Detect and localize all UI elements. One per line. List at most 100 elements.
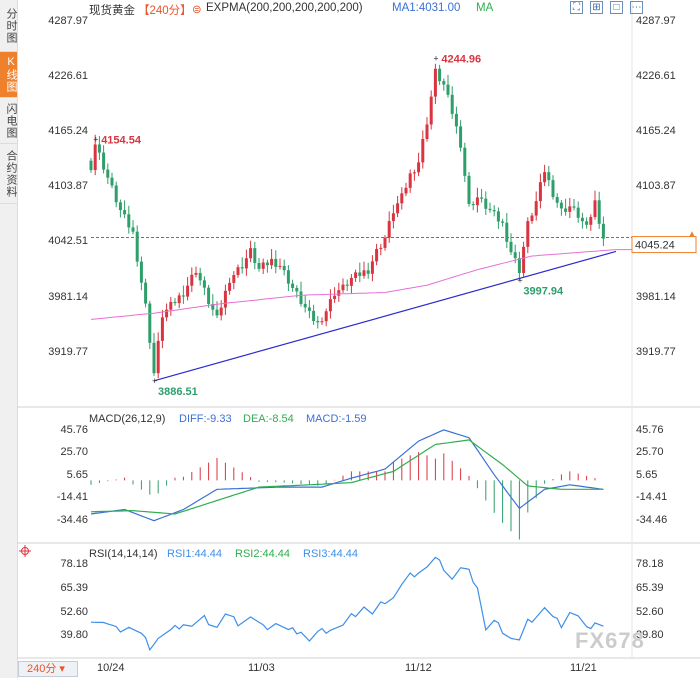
x-axis-label: 11/21	[570, 662, 597, 674]
macd-y-tick-left: 5.65	[67, 469, 88, 481]
x-axis-label: 10/24	[97, 662, 125, 674]
candle	[223, 290, 227, 308]
price-y-tick-left: 4287.97	[48, 15, 88, 27]
tab-kline-chart[interactable]: K线图	[0, 52, 17, 98]
extreme-marker-icon: +	[517, 276, 522, 286]
candle	[484, 198, 488, 209]
watermark-logo: FX678	[575, 628, 645, 653]
price-y-tick-left: 3981.14	[48, 291, 88, 303]
crosshair-icon[interactable]	[19, 545, 31, 557]
candle	[387, 221, 391, 238]
price-y-tick-right: 4226.61	[636, 70, 676, 82]
rsi-y-tick-right: 52.60	[636, 606, 664, 618]
tab-contract-info[interactable]: 合约资料	[0, 144, 17, 204]
macd-y-tick-left: 45.76	[60, 424, 88, 436]
candle	[362, 270, 366, 276]
price-annotation: 4244.96	[441, 54, 481, 66]
tab-flash-chart[interactable]: 闪电图	[0, 98, 17, 144]
candle	[601, 223, 605, 239]
macd-y-tick-left: -34.46	[57, 514, 88, 526]
candle	[139, 261, 143, 283]
candle	[530, 215, 534, 222]
expand-icon[interactable]: ⛶	[570, 1, 583, 14]
extreme-marker-icon: +	[93, 135, 98, 145]
candle	[211, 303, 215, 310]
price-y-tick-left: 4165.24	[48, 125, 88, 137]
candle	[236, 267, 240, 276]
tab-minute-chart[interactable]: 分时图	[0, 0, 17, 52]
candle	[349, 277, 353, 286]
grid-icon[interactable]: ⊞	[590, 1, 603, 14]
candle	[190, 274, 194, 286]
candle	[509, 241, 513, 253]
candle	[564, 208, 568, 212]
candle	[249, 248, 253, 259]
macd-title: MACD(26,12,9)	[89, 413, 165, 425]
macd-value-label: MACD:-1.59	[306, 413, 367, 425]
candle	[404, 187, 408, 194]
price-y-tick-left: 3919.77	[48, 346, 88, 358]
rsi-y-tick-right: 39.80	[636, 629, 664, 641]
candle	[366, 270, 370, 274]
candle	[480, 197, 484, 199]
candle	[265, 262, 269, 266]
period-button[interactable]: 240分 ▾	[18, 661, 78, 677]
macd-y-tick-left: 25.70	[60, 446, 88, 458]
candle	[106, 169, 110, 178]
candle	[450, 94, 454, 114]
candle	[148, 303, 152, 343]
candle	[429, 96, 433, 125]
rsi-y-tick-left: 39.80	[60, 629, 88, 641]
rsi-y-tick-left: 65.39	[60, 582, 88, 594]
extreme-marker-icon: +	[433, 54, 438, 64]
candle	[547, 172, 551, 181]
macd-y-tick-right: 25.70	[636, 446, 664, 458]
rsi-y-tick-left: 78.18	[60, 558, 88, 570]
candle	[97, 144, 101, 153]
candle	[194, 272, 198, 275]
candle	[240, 267, 244, 269]
candle	[585, 221, 589, 225]
candle	[173, 301, 177, 304]
candle	[93, 144, 97, 171]
price-y-tick-right: 3981.14	[636, 291, 676, 303]
candle	[181, 295, 185, 297]
candle	[156, 340, 160, 374]
candle	[160, 317, 164, 341]
expma-label: EXPMA(200,200,200,200,200)	[206, 2, 363, 14]
candle	[307, 307, 311, 311]
candle	[513, 252, 517, 259]
macd-panel: 45.76 45.76 25.70 25.70 5.65 5.65 -14.41 -14.41…	[57, 424, 667, 540]
candle	[127, 214, 131, 228]
macd-y-tick-right: -34.46	[636, 514, 667, 526]
more-icon[interactable]: ⋯	[630, 1, 643, 14]
current-price-badge	[631, 236, 697, 254]
square-icon[interactable]: □	[610, 1, 623, 14]
candle	[291, 283, 295, 288]
candle	[475, 197, 479, 206]
macd-dea-label: DEA:-8.54	[243, 413, 294, 425]
candle	[442, 81, 446, 85]
candle	[110, 177, 114, 186]
candle	[375, 248, 379, 262]
ma-label: MA	[476, 2, 494, 14]
current-price-label: 4045.24	[635, 240, 675, 252]
candle	[526, 221, 530, 247]
candle	[534, 201, 538, 216]
candle	[396, 203, 400, 214]
candle	[131, 227, 135, 232]
price-y-tick-left: 4226.61	[48, 70, 88, 82]
x-axis-label: 11/03	[248, 662, 275, 674]
candle	[282, 265, 286, 271]
candle	[501, 221, 505, 223]
price-y-tick-left: 4042.51	[48, 235, 88, 247]
price-y-tick-right: 3919.77	[636, 346, 676, 358]
candle	[421, 138, 425, 163]
candle	[383, 237, 387, 248]
rsi-line	[90, 556, 604, 652]
expma-icon[interactable]: ⊜	[192, 4, 202, 16]
candle	[228, 282, 232, 291]
candle	[463, 147, 467, 176]
period-selector[interactable]: 【240分】	[138, 5, 192, 17]
